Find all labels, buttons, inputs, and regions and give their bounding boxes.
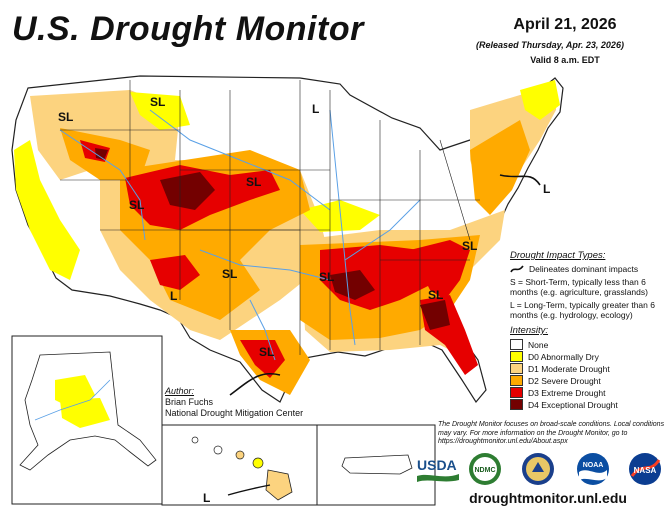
d4-region [95,148,108,160]
intensity-label: D3 Extreme Drought [528,387,606,398]
hawaii-inset [161,424,318,506]
noaa-logo-text: NOAA [583,462,604,469]
impact-line-icon [510,265,524,273]
label-l: L [312,102,319,116]
intensity-row: D3 Extreme Drought [510,387,670,398]
label-sl: SL [428,288,443,302]
rivers [59,109,421,361]
noaa-logo: NOAA [577,453,609,485]
impact-lines [229,174,541,396]
d4-region [330,270,375,300]
intensity-swatch [510,375,523,386]
intensity-label: D0 Abnormally Dry [528,351,599,362]
author-block: Author: Brian Fuchs National Drought Mit… [165,386,303,419]
logo-strip: USDA NDMC NOAA NASA [415,452,670,486]
d3-region [150,255,200,290]
impact-delineates: Delineates dominant impacts [510,264,670,274]
impact-delineates-text: Delineates dominant impacts [529,264,639,274]
intensity-row: None [510,339,670,350]
valid-time: Valid 8 a.m. EDT [530,55,600,65]
impact-long-term: L = Long-Term, typically greater than 6 … [510,300,670,320]
label-l: L [203,491,210,505]
d0-region [130,92,190,130]
puerto-rico-inset [316,424,436,506]
conus-map [11,75,564,404]
author-header: Author: [165,386,195,396]
intensity-row: D2 Severe Drought [510,375,670,386]
label-l: L [170,289,177,303]
map-title: U.S. Drought Monitor [12,10,364,48]
intensity-row: D1 Moderate Drought [510,363,670,374]
intensity-header: Intensity: [510,325,549,336]
usda-logo-text: USDA [417,457,457,473]
d3-region [240,340,285,378]
nasa-logo: NASA [629,453,661,485]
label-sl: SL [222,267,237,281]
intensity-swatch [510,363,523,374]
d0-region [300,200,380,232]
d4-region [160,172,215,210]
release-date: (Released Thursday, Apr. 23, 2026) [476,40,624,50]
puerto-rico-shape [341,454,413,475]
intensity-row: D4 Exceptional Drought [510,399,670,410]
doc-seal-logo [522,453,554,485]
usda-logo: USDA [417,457,459,482]
label-sl: SL [319,270,334,284]
impact-short-term: S = Short-Term, typically less than 6 mo… [510,277,670,297]
alaska-inset [11,335,163,505]
impact-header: Drought Impact Types: [510,250,606,261]
intensity-label: D4 Exceptional Drought [528,399,618,410]
label-sl: SL [259,345,274,359]
label-sl: SL [58,110,73,124]
d4-region [420,300,450,330]
d2-region [470,120,530,215]
label-sl: SL [129,198,144,212]
intensity-swatch [510,339,523,350]
ndmc-logo-text: NDMC [475,467,496,474]
intensity-swatch [510,399,523,410]
label-sl: SL [246,175,261,189]
author-name: Brian Fuchs [165,397,214,407]
intensity-label: D2 Severe Drought [528,375,601,386]
nasa-logo-text: NASA [634,466,657,475]
impact-short-term-text: S = Short-Term, typically less than 6 mo… [510,277,648,297]
map-date: April 21, 2026 [513,16,617,33]
intensity-row: D0 Abnormally Dry [510,351,670,362]
big-island [265,469,293,501]
intensity-list: None D0 Abnormally Dry D1 Moderate Drought… [510,339,670,410]
impact-long-term-text: L = Long-Term, typically greater than 6 … [510,300,655,320]
disclaimer-note: The Drought Monitor focuses on broad-sca… [438,421,665,445]
website-url[interactable]: droughtmonitor.unl.edu [469,490,627,506]
label-sl: SL [462,239,477,253]
author-org: National Drought Mitigation Center [165,408,304,418]
d3-region [410,240,470,300]
intensity-swatch [510,387,523,398]
legend: Drought Impact Types: Delineates dominan… [510,250,670,411]
label-l: L [543,182,550,196]
label-sl: SL [150,95,165,109]
state-borders [60,80,480,355]
intensity-swatch [510,351,523,362]
intensity-label: D1 Moderate Drought [528,363,610,374]
ndmc-logo: NDMC [469,453,501,485]
map-labels: SL SL SL SL SL SL SL SL SL L L L L [58,95,550,505]
d0-region [14,140,80,280]
d0-region [520,80,560,120]
intensity-label: None [528,339,549,350]
